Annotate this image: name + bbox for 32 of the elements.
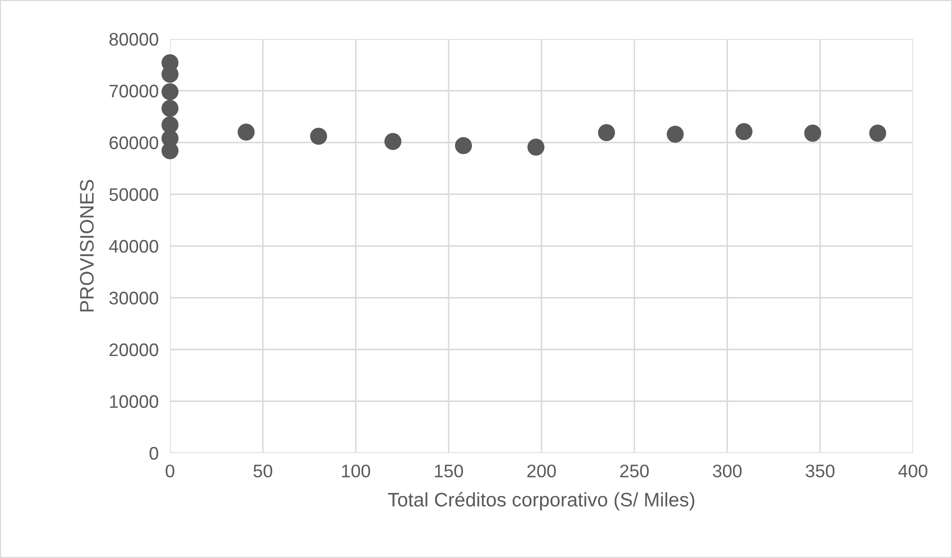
y-tick-label: 40000 — [109, 240, 158, 253]
point — [238, 124, 255, 141]
point — [454, 137, 472, 154]
point — [598, 124, 616, 142]
point — [735, 123, 752, 140]
point — [666, 126, 684, 143]
x-tick-label: 0 — [166, 464, 174, 478]
x-tick-label: 200 — [527, 464, 556, 478]
y-tick-label: 70000 — [110, 84, 158, 98]
y-tick-label: 20000 — [110, 343, 158, 356]
y-tick-label: 30000 — [109, 292, 158, 304]
x-tick-label: 250 — [620, 464, 649, 478]
point — [804, 124, 822, 142]
x-tick-label: 50 — [254, 464, 272, 478]
point — [384, 132, 402, 150]
y-tick-label: 0 — [150, 446, 158, 460]
x-tick-label: 400 — [898, 464, 928, 478]
x-tick-label: 100 — [342, 464, 370, 478]
x-tick-label: 150 — [434, 464, 463, 478]
point — [869, 124, 886, 142]
y-tick-label: 60000 — [110, 136, 158, 150]
y-tick-label: 10000 — [110, 395, 158, 408]
x-tick-label: 300 — [712, 464, 742, 478]
y-tick-label: 50000 — [109, 188, 158, 201]
y-tick-label: 80000 — [109, 32, 158, 46]
x-axis-title: Total Créditos corporativo (S/ Miles) — [388, 492, 694, 510]
point — [310, 128, 328, 145]
y-axis-title: PROVISIONES — [80, 180, 94, 312]
point — [527, 138, 544, 156]
x-tick-label: 350 — [806, 464, 834, 478]
point — [161, 100, 179, 117]
point — [161, 83, 179, 100]
